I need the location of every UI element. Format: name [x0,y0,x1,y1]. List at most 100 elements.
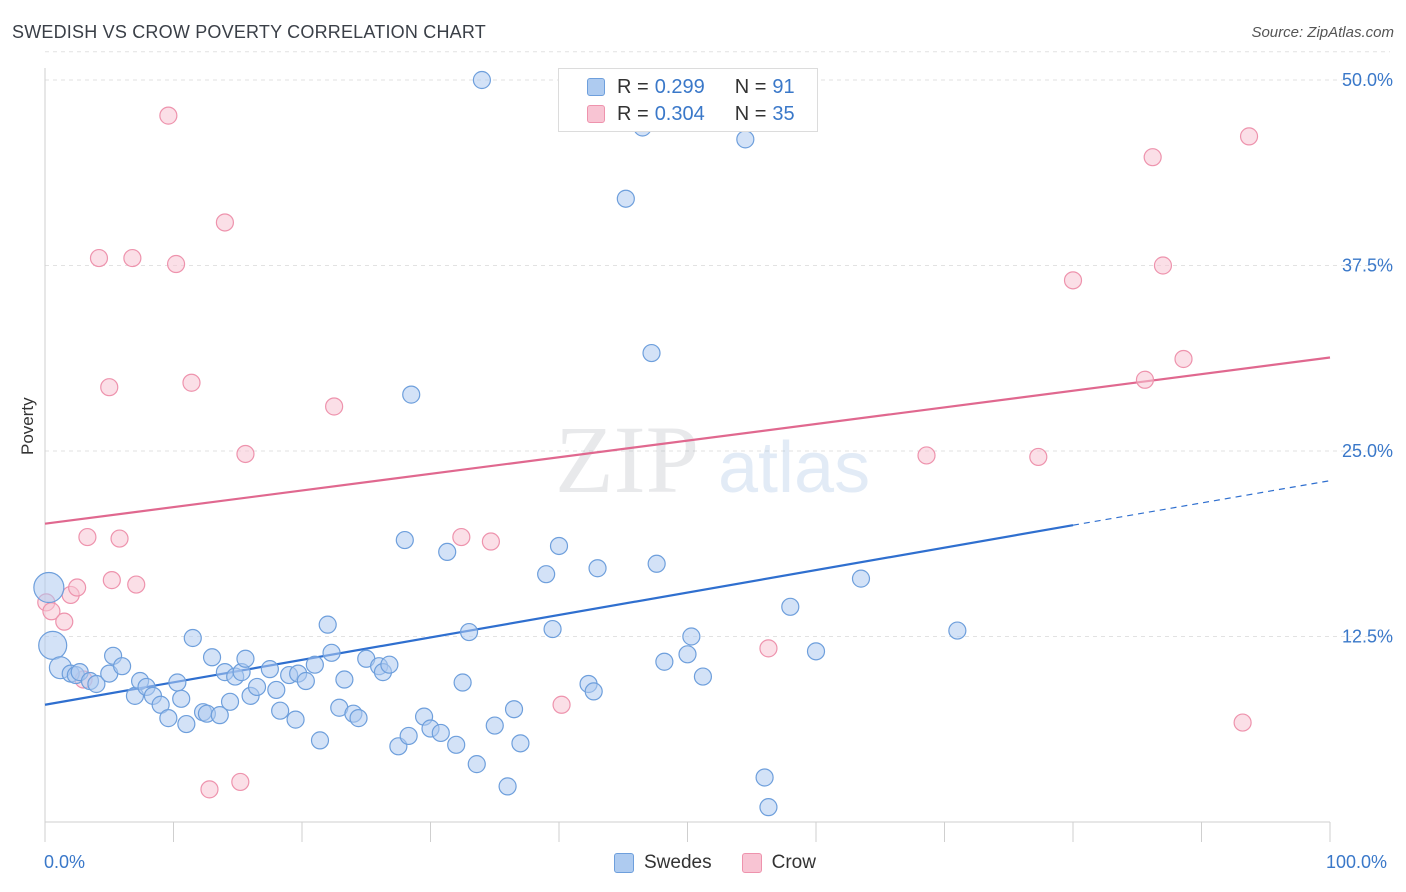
crow-point [552,695,571,714]
swedes-point [655,652,674,671]
crow-point [1239,127,1259,146]
swedes-point [642,343,661,363]
watermark-zip: ZIP [555,406,699,513]
crow-r-value: 0.304 [654,102,705,125]
chart-title: SWEDISH VS CROW POVERTY CORRELATION CHAR… [12,22,486,42]
swedes-point [380,655,399,674]
legend-swatch-swedes [614,853,634,873]
swedes-point [755,768,774,787]
crow-point [1153,256,1173,275]
swedes-point [616,189,635,208]
data-points [33,70,1259,817]
swedes-point [172,689,191,708]
swedes-r-label: R = [617,75,649,98]
crow-point [1063,271,1083,290]
legend-swatch-crow [741,853,762,873]
legend-item-crow: Crow [741,852,816,874]
swedes-point [759,798,778,817]
crow-point [325,397,344,416]
swedes-point [678,645,697,664]
swedes-point [210,706,229,725]
swedes-point [781,597,800,616]
swedes-point [948,621,967,640]
swedes-point [38,630,68,661]
crow-point [100,378,119,397]
swedes-swatch [587,78,605,96]
swedes-point [310,731,330,750]
swedes-point [459,622,479,642]
swedes-point [87,674,106,694]
watermark: ZIP atlas [555,406,870,513]
crow-point [159,106,178,125]
crow-point [215,213,234,232]
crow-point [182,373,201,392]
crow-n-label: N = [734,102,767,125]
swedes-point [112,657,132,676]
swedes-point [151,695,170,714]
legend-label-crow: Crow [771,852,816,873]
y-tick-labels: 12.5% 25.0% 37.5% 50.0% [1342,70,1393,647]
swedes-point [183,628,202,648]
swedes-point [447,735,466,754]
swedes-point [453,673,472,692]
crow-n-value: 35 [772,102,795,125]
swedes-point [511,734,530,753]
crow-point [1029,447,1048,467]
swedes-point [296,671,315,691]
crow-swatch [587,105,605,123]
crow-point [78,527,97,547]
crow-point [1233,713,1252,732]
swedes-n-value: 91 [772,75,795,98]
swedes-point [399,726,418,746]
x-tick-label-max: 100.0% [1326,852,1388,872]
crow-point [759,639,778,658]
swedes-point [159,709,178,728]
swedes-point [220,692,240,711]
swedes-point [504,700,524,719]
swedes-point [271,701,290,720]
legend-label-swedes: Swedes [644,852,712,873]
crow-point [102,571,121,590]
swedes-point [177,714,196,734]
swedes-point [260,660,279,679]
swedes-point [402,385,421,404]
crow-point [452,527,471,547]
swedes-point [467,755,486,774]
watermark-atlas: atlas [718,428,870,508]
swedes-point [236,649,255,668]
crow-point [236,444,255,464]
swedes-point [584,682,603,701]
crow-point [1135,370,1155,389]
legend-item-swedes: Swedes [614,852,712,874]
swedes-point [537,565,556,584]
correlation-legend: R = 0.299 N = 91 R = 0.304 N = 35 [558,68,818,132]
series-legend: Swedes Crow [614,852,846,874]
legend-row-crow: R = 0.304 N = 35 [587,101,795,127]
swedes-point [485,716,504,735]
swedes-point [322,643,341,662]
swedes-point [349,709,368,728]
swedes-point [438,542,457,562]
swedes-point [588,559,607,578]
y-tick-label: 37.5% [1342,256,1393,276]
swedes-point [395,530,414,550]
swedes-point [498,777,517,796]
swedes-point [431,723,450,743]
swedes-point [693,667,713,686]
swedes-point [335,670,354,689]
crow-point [123,248,142,268]
crow-point [200,780,219,799]
swedes-r-value: 0.299 [654,75,705,98]
swedes-point [549,536,569,556]
crow-trend-line [44,356,1331,525]
y-tick-label: 25.0% [1342,441,1393,461]
crow-point [1143,148,1162,167]
grid-lines [45,51,1390,637]
y-tick-label: 50.0% [1342,70,1393,90]
swedes-point [318,615,337,634]
swedes-point [543,619,562,639]
swedes-point [682,627,701,646]
swedes-point [647,554,666,573]
crow-point [127,575,146,594]
axes [44,68,1331,842]
